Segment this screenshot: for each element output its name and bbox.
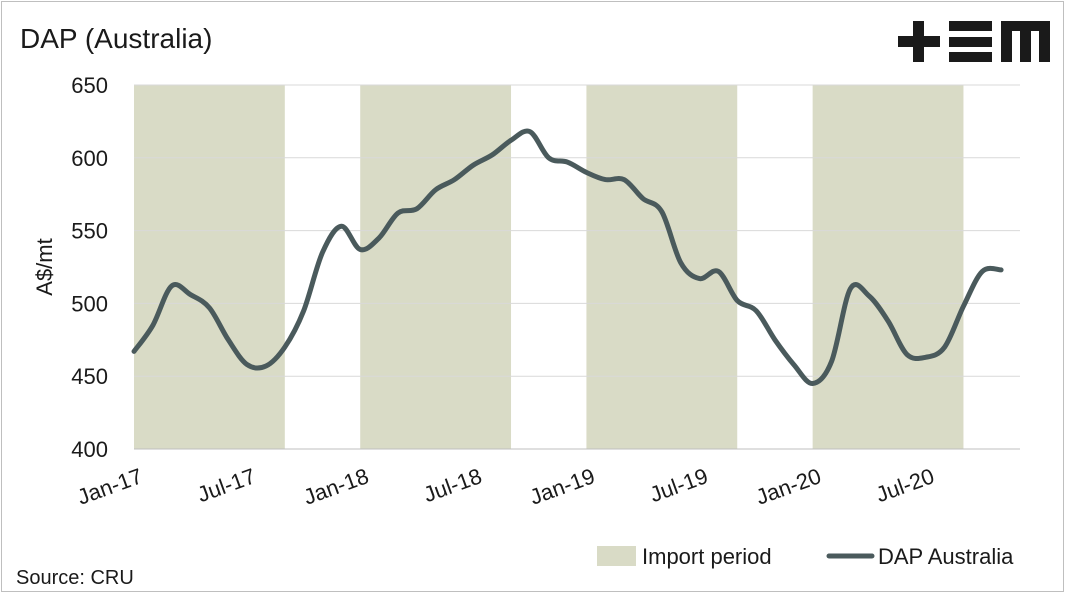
y-tick-500: 500 xyxy=(71,291,108,316)
import-period-band-4 xyxy=(812,85,964,449)
import-period-band-1 xyxy=(134,85,285,449)
x-tick-Jul-19: Jul-19 xyxy=(646,463,711,507)
logo-plus-vertical xyxy=(913,21,924,62)
x-tick-Jan-17: Jan-17 xyxy=(74,463,146,510)
logo-m xyxy=(1001,21,1050,62)
x-tick-labels: Jan-17 Jul-17 Jan-18 Jul-18 Jan-19 Jul-19 Jan-… xyxy=(74,463,938,510)
tem-logo xyxy=(898,21,1050,62)
logo-e-bottom xyxy=(949,52,992,62)
x-tick-Jan-20: Jan-20 xyxy=(753,463,825,510)
x-tick-Jan-18: Jan-18 xyxy=(300,463,372,510)
y-tick-400: 400 xyxy=(71,437,108,462)
import-period-band-3 xyxy=(586,85,738,449)
legend-swatch-import-period xyxy=(597,546,636,566)
chart-title: DAP (Australia) xyxy=(20,23,212,54)
series-line-dap-australia xyxy=(131,128,1004,386)
legend-label-import-period: Import period xyxy=(642,544,772,569)
y-tick-450: 450 xyxy=(71,364,108,389)
y-tick-650: 650 xyxy=(71,73,108,98)
grid-lines xyxy=(134,84,1020,450)
x-tick-Jul-17: Jul-17 xyxy=(194,463,259,507)
logo-e-top xyxy=(949,21,992,31)
y-tick-550: 550 xyxy=(71,219,108,244)
x-tick-Jan-19: Jan-19 xyxy=(526,463,598,510)
import-period-bands xyxy=(134,85,964,449)
legend-label-dap-australia: DAP Australia xyxy=(878,544,1014,569)
x-tick-Jul-20: Jul-20 xyxy=(873,463,938,507)
legend: Import period DAP Australia xyxy=(597,544,1014,569)
series-lines xyxy=(131,128,1004,386)
y-tick-labels: 400 450 500 550 600 650 xyxy=(71,73,108,462)
import-period-band-2 xyxy=(360,85,512,449)
y-axis-label: A$/mt xyxy=(32,238,57,295)
y-tick-600: 600 xyxy=(71,146,108,171)
x-tick-Jul-18: Jul-18 xyxy=(420,463,485,507)
logo-e-middle xyxy=(949,37,992,47)
source-note: Source: CRU xyxy=(16,567,134,589)
